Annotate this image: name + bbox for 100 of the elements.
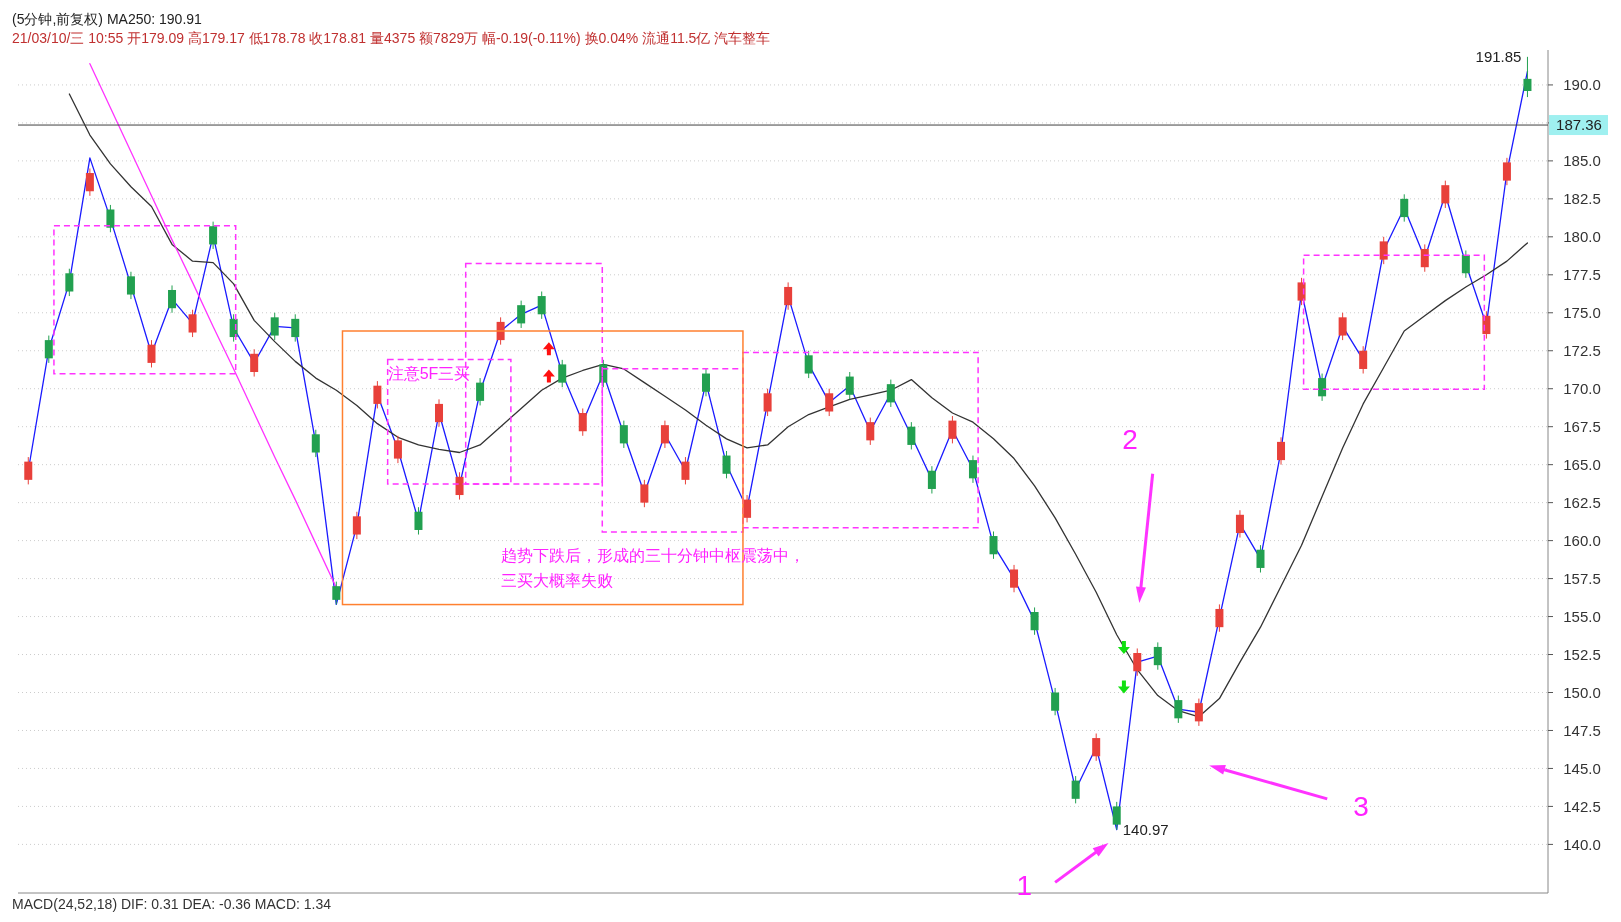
candlestick <box>455 471 464 501</box>
candlestick <box>1051 687 1060 716</box>
y-tick-label: 170.0 <box>1563 379 1601 397</box>
candlestick <box>1256 544 1265 574</box>
y-tick-label: 185.0 <box>1563 152 1601 170</box>
candlestick <box>866 417 875 446</box>
annotation: 三买大概率失败 <box>500 571 613 589</box>
candlestick <box>229 313 238 343</box>
candlestick <box>1153 641 1162 671</box>
candlestick <box>435 398 444 428</box>
candlestick <box>414 506 423 536</box>
y-tick-label: 160.0 <box>1563 531 1601 549</box>
candlestick <box>1379 236 1388 265</box>
y-tick-label: 157.5 <box>1563 569 1601 587</box>
annotation: 140.97 <box>1122 820 1169 838</box>
candlestick <box>537 291 546 320</box>
text: MACD(24,52,18) DIF: 0.31 DEA: -0.36 MACD: 1.34 <box>12 896 332 912</box>
candlestick <box>168 284 177 314</box>
y-tick-label: 155.0 <box>1563 607 1601 625</box>
candlestick <box>1461 250 1470 279</box>
candlestick <box>1482 310 1491 340</box>
y-tick-label: 140.0 <box>1563 835 1601 853</box>
y-tick-label: 150.0 <box>1563 683 1601 701</box>
candlestick <box>1215 603 1224 633</box>
candlestick <box>1174 695 1183 724</box>
y-tick-label: 182.5 <box>1563 190 1601 208</box>
candlestick <box>352 511 361 540</box>
candlestick <box>763 388 772 417</box>
y-tick-label: 152.5 <box>1563 645 1601 663</box>
candlestick <box>476 377 485 406</box>
candlestick <box>1338 312 1347 341</box>
candlestick <box>578 407 587 437</box>
y-tick-label: 165.0 <box>1563 455 1601 473</box>
candlestick <box>1010 564 1019 593</box>
candlestick <box>558 359 567 388</box>
y-tick-label: 145.0 <box>1563 759 1601 777</box>
y-tick-label: 180.0 <box>1563 228 1601 246</box>
y-tick-label: 167.5 <box>1563 417 1601 435</box>
candlestick <box>907 421 916 450</box>
candlestick <box>24 456 33 485</box>
y-tick-label: 175.0 <box>1563 304 1601 322</box>
candlestick <box>1133 647 1142 677</box>
candlestick <box>1420 243 1429 273</box>
candlestick <box>311 429 320 458</box>
candlestick <box>722 450 731 479</box>
y-tick-label: 162.5 <box>1563 493 1601 511</box>
candlestick <box>106 204 115 233</box>
candlestick <box>845 371 854 400</box>
candlestick <box>1441 180 1450 209</box>
candlestick <box>825 388 834 417</box>
candlestick <box>886 379 895 408</box>
candlestick <box>517 300 526 329</box>
y-tick-label: 177.5 <box>1563 266 1601 284</box>
candlestick <box>968 455 977 484</box>
candlestick <box>1194 698 1203 727</box>
ref-line-label: 187.36 <box>1556 116 1602 134</box>
candlestick <box>619 420 628 449</box>
candlestick <box>147 339 156 368</box>
annotation: 2 <box>1122 423 1138 455</box>
candlestick <box>784 281 793 311</box>
candlestick <box>660 420 669 449</box>
candlestick <box>1030 606 1039 636</box>
candlestick <box>1112 801 1121 831</box>
candlestick <box>1277 436 1286 466</box>
y-tick-label: 172.5 <box>1563 342 1601 359</box>
candlestick <box>188 309 197 338</box>
candlestick <box>44 335 53 364</box>
y-tick-label: 190.0 <box>1563 76 1601 94</box>
candlestick <box>65 268 74 297</box>
candlestick <box>1523 56 1532 98</box>
candlestick <box>948 415 957 444</box>
annotation: 注意5F三买 <box>387 365 471 383</box>
candlestick <box>1502 157 1511 186</box>
candlestick <box>927 465 936 495</box>
candlestick <box>393 435 402 464</box>
candlestick <box>640 479 649 508</box>
candlestick <box>332 581 341 605</box>
y-tick-label: 142.5 <box>1563 797 1601 815</box>
candlestick <box>701 368 710 397</box>
chart-title: (5分钟,前复权) MA250: 190.91 <box>12 11 203 27</box>
candlestick <box>989 531 998 560</box>
candlestick <box>126 271 135 300</box>
candlestick <box>250 348 259 378</box>
annotation: 1 <box>1016 870 1033 902</box>
candlestick <box>373 380 382 409</box>
candlestick <box>291 313 300 343</box>
candlestick <box>1400 193 1409 223</box>
candlestick <box>270 312 279 341</box>
chart-subtitle: 21/03/10/三 10:55 开179.09 高179.17 低178.78 收178.81 量4375 额7829万 幅-0.19(-0.11%) 换0.04% 流通11.5亿 汽车整车 <box>12 30 771 46</box>
candlestick <box>1092 733 1101 762</box>
candlestick <box>1297 277 1306 306</box>
candlestick <box>681 456 690 485</box>
candlestick <box>1359 345 1368 375</box>
annotation: 191.85 <box>1475 48 1522 66</box>
y-tick-label: 147.5 <box>1563 721 1601 739</box>
candlestick <box>1071 775 1080 804</box>
candlestick <box>1318 373 1327 402</box>
candlestick <box>1235 509 1244 539</box>
candlestick <box>85 167 94 197</box>
candlestick <box>804 350 813 379</box>
